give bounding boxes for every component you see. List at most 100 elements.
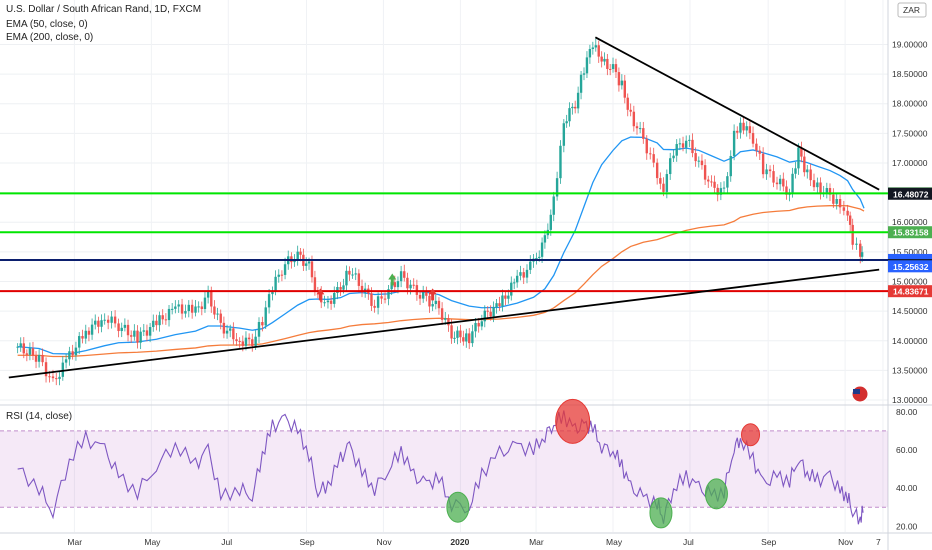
price-tick-label: 18.50000: [892, 69, 928, 79]
candle-body: [694, 153, 697, 162]
candle-body: [310, 261, 314, 278]
candle-body: [562, 123, 566, 146]
candle-body: [110, 316, 113, 323]
candle-body: [126, 324, 130, 336]
candle-body: [742, 122, 745, 131]
candle-body: [244, 337, 248, 346]
candle-body: [241, 341, 245, 346]
candle-body: [145, 330, 149, 336]
candle-body: [736, 130, 739, 133]
candle-body: [399, 271, 403, 282]
candle-body: [232, 328, 235, 340]
currency-badge: [897, 2, 927, 18]
candle-body: [34, 355, 38, 362]
candle-body: [261, 322, 264, 326]
candle-body: [51, 376, 55, 379]
candle-body: [543, 235, 547, 243]
candle-body: [326, 300, 330, 303]
candle-body: [540, 242, 544, 257]
candle-body: [748, 126, 752, 134]
candle-body: [41, 354, 44, 363]
candle-body: [342, 285, 345, 290]
candle-body: [339, 287, 342, 290]
candle-body: [835, 199, 838, 204]
price-axis-label: 15.83158: [893, 228, 929, 238]
candle-body: [483, 310, 486, 322]
candle-body: [468, 333, 471, 344]
candle-body: [194, 306, 197, 313]
candle-body: [688, 139, 691, 141]
candle-body: [471, 331, 474, 344]
candle-body: [860, 252, 864, 257]
price-tick-label: 15.50000: [892, 247, 928, 257]
us-flag-icon: [853, 389, 860, 394]
candle-body: [652, 154, 655, 163]
candle-body: [136, 330, 139, 343]
candle-body: [812, 180, 816, 188]
signal-arrow: [316, 288, 325, 301]
candle-body: [380, 296, 383, 299]
candle-body: [37, 354, 41, 362]
candle-body: [684, 140, 688, 148]
candle-body: [828, 188, 832, 195]
candle-body: [504, 295, 507, 299]
candle-body: [370, 293, 373, 306]
candle-body: [555, 178, 559, 197]
candle-body: [293, 260, 296, 263]
time-tick-label: Sep: [761, 537, 776, 547]
price-axis-label-bg: [888, 226, 932, 239]
price-axis-label: 16.48072: [893, 189, 929, 199]
candle-body: [495, 303, 498, 308]
candle-body: [174, 306, 177, 309]
candle-body: [579, 74, 583, 93]
candle-body: [732, 130, 736, 156]
candle-body: [409, 284, 412, 289]
ema50-legend[interactable]: EMA (50, close, 0): [6, 19, 88, 30]
candle-body: [396, 281, 400, 288]
candle-body: [655, 162, 659, 179]
candle-body: [87, 330, 91, 335]
time-tick-label: May: [144, 537, 161, 547]
candle-body: [296, 251, 299, 261]
candle-body: [486, 310, 489, 312]
candle-body: [351, 274, 354, 276]
candle-body: [571, 106, 574, 109]
candle-body: [597, 45, 600, 57]
candle-body: [197, 306, 200, 308]
candle-body: [716, 187, 719, 195]
candle-body: [155, 320, 158, 326]
candle-body: [515, 275, 519, 283]
candle-body: [412, 284, 415, 286]
candle-body: [313, 277, 317, 292]
ema200-legend[interactable]: EMA (200, close, 0): [6, 32, 94, 43]
candle-body: [510, 282, 513, 296]
rsi-highlight: [555, 398, 591, 444]
price-axis-label-bg: [888, 260, 932, 273]
time-tick-label: Mar: [529, 537, 544, 547]
rsi-legend[interactable]: RSI (14, close): [6, 411, 73, 422]
candle-body: [629, 109, 632, 112]
rsi-tick-label: 40.00: [896, 483, 918, 493]
price-axis-label: 15.25632: [893, 262, 929, 272]
candle-body: [782, 178, 785, 187]
candle-body: [672, 155, 675, 159]
candle-body: [842, 207, 846, 211]
candle-body: [187, 304, 190, 312]
time-tick-label: Nov: [376, 537, 392, 547]
candle-body: [393, 282, 397, 288]
signal-arrow: [388, 273, 397, 286]
candle-body: [819, 182, 822, 194]
candle-body: [838, 199, 842, 208]
candle-body: [803, 156, 806, 173]
candle-body: [55, 378, 58, 380]
candle-body: [84, 330, 87, 339]
candle-body: [797, 147, 800, 169]
rsi-line: [17, 410, 864, 525]
candle-body: [329, 300, 333, 304]
candle-body: [19, 343, 22, 347]
candle-body: [549, 214, 552, 230]
candle-body: [459, 330, 462, 338]
candle-body: [535, 257, 538, 259]
candle-body: [304, 263, 308, 266]
candle-body: [190, 304, 194, 313]
